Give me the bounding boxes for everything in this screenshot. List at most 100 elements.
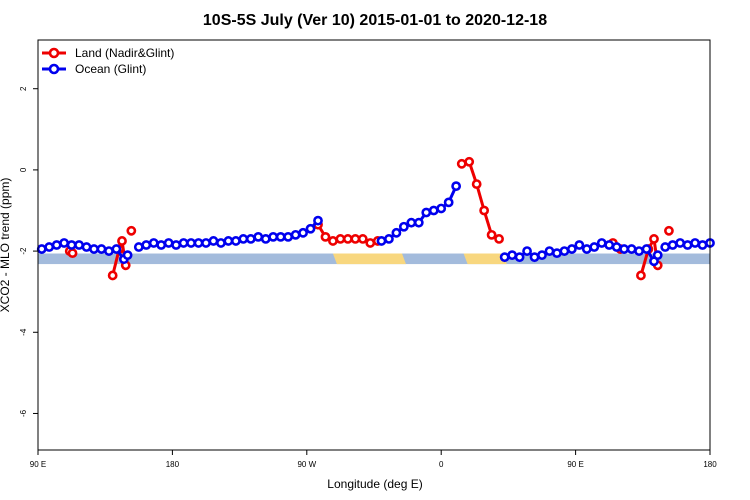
data-point <box>320 231 331 242</box>
data-point <box>178 238 189 248</box>
data-point <box>357 234 368 244</box>
y-axis-label: XCO2 - MLO trend (ppm) <box>0 178 12 313</box>
data-point <box>499 252 510 263</box>
data-point <box>619 244 630 254</box>
data-point <box>283 231 294 242</box>
x-axis-label: Longitude (deg E) <box>327 477 422 491</box>
data-point <box>652 250 663 261</box>
data-point <box>675 238 686 248</box>
chart-title: 10S-5S July (Ver 10) 2015-01-01 to 2020-… <box>203 12 547 29</box>
data-point <box>260 234 271 244</box>
legend-label: Land (Nadir&Glint) <box>75 46 174 60</box>
legend-label: Ocean (Glint) <box>75 62 146 76</box>
data-point <box>559 246 570 256</box>
data-point <box>428 205 439 216</box>
data-point <box>268 231 279 242</box>
data-point <box>342 234 353 244</box>
data-point <box>514 252 525 263</box>
data-point <box>667 240 678 250</box>
data-point <box>451 181 462 192</box>
data-point <box>81 242 92 252</box>
y-tick-label: -4 <box>19 328 28 336</box>
data-point <box>479 205 490 216</box>
data-point <box>193 238 204 248</box>
plot-frame <box>37 39 711 451</box>
data-point <box>507 250 518 261</box>
data-point <box>649 234 659 244</box>
data-point <box>36 244 47 254</box>
data-point <box>636 270 646 281</box>
data-point <box>44 242 55 252</box>
data-point <box>443 197 454 208</box>
data-point <box>660 242 671 252</box>
data-point <box>664 225 674 236</box>
data-point <box>641 244 652 254</box>
data-point <box>604 240 615 250</box>
x-tick-label: 0 <box>439 460 444 469</box>
data-point <box>522 246 532 256</box>
series-line <box>461 160 500 241</box>
data-point <box>589 242 600 252</box>
series-ocean <box>36 181 715 267</box>
data-point <box>471 179 482 190</box>
data-point <box>328 236 338 246</box>
data-point <box>398 221 409 232</box>
data-point <box>51 240 62 250</box>
data-point <box>104 246 114 256</box>
data-point <box>350 234 361 244</box>
data-point <box>67 248 78 259</box>
data-point <box>581 244 592 254</box>
data-point <box>290 229 301 240</box>
data-point <box>313 215 323 226</box>
x-tick-label: 180 <box>703 460 717 469</box>
data-point <box>117 236 127 246</box>
data-point <box>335 234 346 244</box>
data-point <box>275 231 286 242</box>
data-point <box>391 227 402 238</box>
land-strip-segment <box>463 253 507 265</box>
data-point <box>566 244 577 254</box>
data-point <box>96 244 107 254</box>
data-point <box>141 240 152 250</box>
x-tick-label: 90 W <box>297 460 316 469</box>
data-point <box>186 238 196 248</box>
data-point <box>208 236 219 246</box>
y-tick-label: -6 <box>19 409 28 417</box>
y-tick-label: 0 <box>19 167 28 172</box>
data-point <box>436 203 447 214</box>
data-point <box>544 246 555 256</box>
data-point <box>494 234 504 244</box>
data-point <box>634 246 644 256</box>
data-point <box>384 234 394 244</box>
plot-area: 90 E 180 90 W 0 90 E 180 2 0 -2 -4 -6 <box>19 39 717 469</box>
x-tick-label: 90 E <box>567 460 583 469</box>
legend-marker <box>48 47 60 59</box>
data-point <box>298 227 308 238</box>
data-point <box>376 236 387 246</box>
data-point <box>552 248 562 259</box>
data-point <box>365 238 376 248</box>
data-point <box>66 240 77 250</box>
data-point <box>486 229 497 240</box>
data-point <box>107 270 118 281</box>
data-point <box>421 207 432 218</box>
y-tick-label: -2 <box>19 247 28 255</box>
data-point <box>690 238 700 248</box>
data-point <box>171 240 182 250</box>
data-point <box>596 238 607 248</box>
data-point <box>223 236 234 246</box>
data-point <box>230 236 241 246</box>
x-tick-label: 90 E <box>30 460 46 469</box>
data-point <box>253 231 264 242</box>
data-point <box>238 234 249 244</box>
data-point <box>305 223 316 234</box>
data-point <box>148 238 159 248</box>
legend-marker <box>48 63 60 75</box>
data-point <box>216 238 226 248</box>
data-point <box>111 244 122 254</box>
data-point <box>529 252 540 263</box>
data-point <box>611 242 622 252</box>
data-point <box>74 240 84 250</box>
data-point <box>537 250 547 261</box>
data-point <box>126 225 137 236</box>
